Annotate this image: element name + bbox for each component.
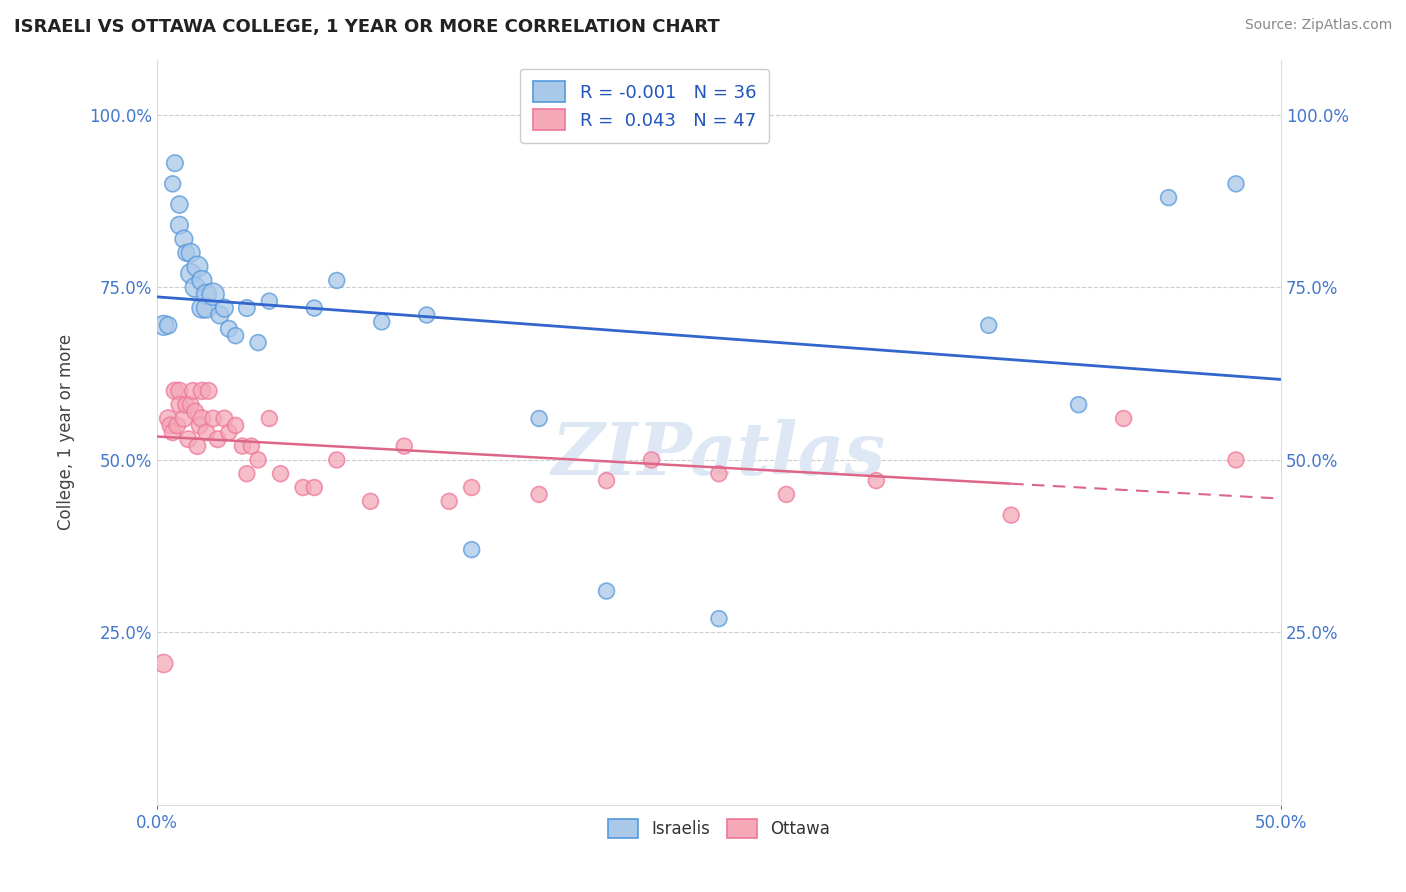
Point <box>231 439 253 453</box>
Point <box>184 280 207 294</box>
Point <box>197 384 219 398</box>
Point <box>527 411 550 425</box>
Point <box>159 418 181 433</box>
Point <box>163 156 186 170</box>
Point <box>202 287 225 301</box>
Point <box>191 273 214 287</box>
Point <box>304 481 326 495</box>
Point <box>259 411 281 425</box>
Point <box>157 411 180 425</box>
Point <box>169 398 191 412</box>
Point <box>595 474 617 488</box>
Point <box>169 384 191 398</box>
Point <box>218 425 240 440</box>
Point <box>162 177 184 191</box>
Point <box>236 301 259 315</box>
Point <box>186 260 208 274</box>
Point <box>460 481 482 495</box>
Point <box>195 425 218 440</box>
Point <box>1225 453 1247 467</box>
Point <box>162 425 184 440</box>
Point <box>195 287 218 301</box>
Point <box>460 542 482 557</box>
Point <box>152 318 174 333</box>
Point <box>180 245 202 260</box>
Point <box>214 411 236 425</box>
Point <box>270 467 292 481</box>
Text: Source: ZipAtlas.com: Source: ZipAtlas.com <box>1244 18 1392 32</box>
Point <box>371 315 394 329</box>
Point <box>865 474 887 488</box>
Point <box>326 453 349 467</box>
Point <box>191 301 214 315</box>
Point <box>527 487 550 501</box>
Point <box>236 467 259 481</box>
Point <box>977 318 1000 333</box>
Point <box>188 418 211 433</box>
Point <box>180 398 202 412</box>
Point <box>173 411 195 425</box>
Point <box>208 308 231 322</box>
Point <box>247 453 270 467</box>
Point <box>152 657 174 671</box>
Point <box>304 301 326 315</box>
Point <box>326 273 349 287</box>
Point <box>392 439 415 453</box>
Point <box>1000 508 1022 522</box>
Point <box>157 318 180 333</box>
Point <box>163 384 186 398</box>
Point <box>415 308 437 322</box>
Legend: Israelis, Ottawa: Israelis, Ottawa <box>602 813 837 845</box>
Text: ISRAELI VS OTTAWA COLLEGE, 1 YEAR OR MORE CORRELATION CHART: ISRAELI VS OTTAWA COLLEGE, 1 YEAR OR MOR… <box>14 18 720 36</box>
Point <box>207 432 229 446</box>
Point <box>191 411 214 425</box>
Point <box>202 411 225 425</box>
Point <box>186 439 208 453</box>
Point <box>191 384 214 398</box>
Point <box>1225 177 1247 191</box>
Point <box>360 494 382 508</box>
Text: ZIPatlas: ZIPatlas <box>553 419 886 491</box>
Point <box>181 384 204 398</box>
Point <box>174 245 197 260</box>
Point <box>173 232 195 246</box>
Point <box>1067 398 1090 412</box>
Point <box>259 294 281 309</box>
Point <box>240 439 263 453</box>
Point <box>180 267 202 281</box>
Point <box>177 432 200 446</box>
Point <box>225 418 247 433</box>
Point <box>169 197 191 211</box>
Point <box>169 219 191 233</box>
Point <box>218 322 240 336</box>
Point <box>195 301 218 315</box>
Y-axis label: College, 1 year or more: College, 1 year or more <box>58 334 75 531</box>
Point <box>166 418 188 433</box>
Point <box>225 328 247 343</box>
Point <box>640 453 662 467</box>
Point <box>292 481 315 495</box>
Point <box>247 335 270 350</box>
Point <box>595 584 617 599</box>
Point <box>1112 411 1135 425</box>
Point <box>707 612 730 626</box>
Point <box>184 404 207 418</box>
Point <box>775 487 797 501</box>
Point <box>437 494 460 508</box>
Point <box>1157 191 1180 205</box>
Point <box>214 301 236 315</box>
Point <box>174 398 197 412</box>
Point <box>707 467 730 481</box>
